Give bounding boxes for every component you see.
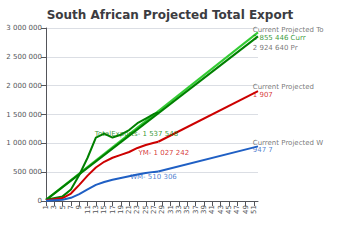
svg-text:17: 17 [109,205,117,214]
svg-text:39: 39 [200,205,208,214]
svg-text:37: 37 [192,205,200,214]
svg-text:2 000 000: 2 000 000 [6,82,42,90]
svg-text:33: 33 [175,205,183,214]
svg-text:25: 25 [142,205,150,214]
svg-text:9: 9 [75,205,83,209]
svg-text:41: 41 [208,205,216,214]
svg-text:29: 29 [158,205,166,214]
svg-text:15: 15 [100,205,108,214]
svg-text:21: 21 [125,205,133,214]
svg-text:3 000 000: 3 000 000 [6,24,42,32]
svg-text:947 7: 947 7 [253,146,273,154]
svg-text:Current Projected W: Current Projected W [252,138,324,147]
svg-text:2 855 446 Curr: 2 855 446 Curr [253,34,306,42]
svg-text:2 924 640 Pr: 2 924 640 Pr [253,44,298,52]
svg-text:2 500 000: 2 500 000 [6,53,42,61]
svg-text:WM- 510 306: WM- 510 306 [130,173,177,181]
svg-text:TotalExports- 1 537 548: TotalExports- 1 537 548 [94,130,178,138]
svg-text:23: 23 [133,205,141,214]
svg-text:47: 47 [233,205,241,214]
svg-text:49: 49 [242,205,250,214]
svg-text:35: 35 [183,205,191,214]
svg-text:Current Projected: Current Projected [253,83,314,91]
svg-text:500 000: 500 000 [13,168,42,176]
svg-text:31: 31 [167,205,175,214]
svg-text:YM- 1 027 242: YM- 1 027 242 [137,149,189,157]
svg-text:South African Projected Total: South African Projected Total Export [47,8,294,22]
svg-text:13: 13 [92,205,100,214]
svg-text:1 000 000: 1 000 000 [6,139,42,147]
svg-text:27: 27 [150,205,158,214]
svg-text:1: 1 [42,205,50,209]
svg-text:5: 5 [59,205,67,209]
svg-text:3: 3 [50,205,58,209]
svg-text:Current Projected To: Current Projected To [253,26,324,34]
svg-text:11: 11 [84,205,92,214]
svg-text:1 907: 1 907 [253,91,273,99]
svg-text:7: 7 [67,205,75,209]
svg-text:51: 51 [250,205,258,214]
svg-text:45: 45 [225,205,233,214]
svg-text:43: 43 [217,205,225,214]
svg-text:0: 0 [38,197,42,205]
svg-text:1 500 000: 1 500 000 [6,111,42,119]
svg-text:19: 19 [117,205,125,214]
